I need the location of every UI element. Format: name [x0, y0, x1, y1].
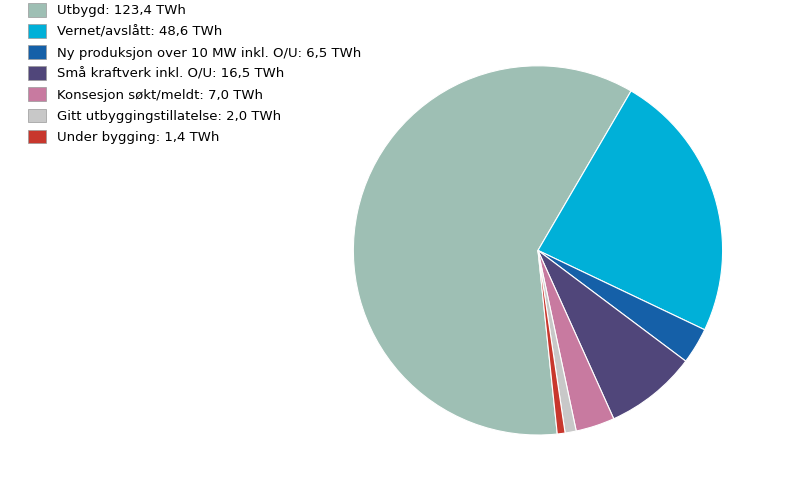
Wedge shape [538, 250, 614, 431]
Wedge shape [538, 250, 576, 433]
Wedge shape [538, 250, 686, 419]
Legend: Utbygd: 123,4 TWh, Vernet/avslått: 48,6 TWh, Ny produksjon over 10 MW inkl. O/U:: Utbygd: 123,4 TWh, Vernet/avslått: 48,6 … [28, 3, 361, 144]
Wedge shape [538, 250, 705, 361]
Wedge shape [538, 250, 565, 434]
Wedge shape [354, 66, 631, 435]
Wedge shape [538, 91, 722, 330]
